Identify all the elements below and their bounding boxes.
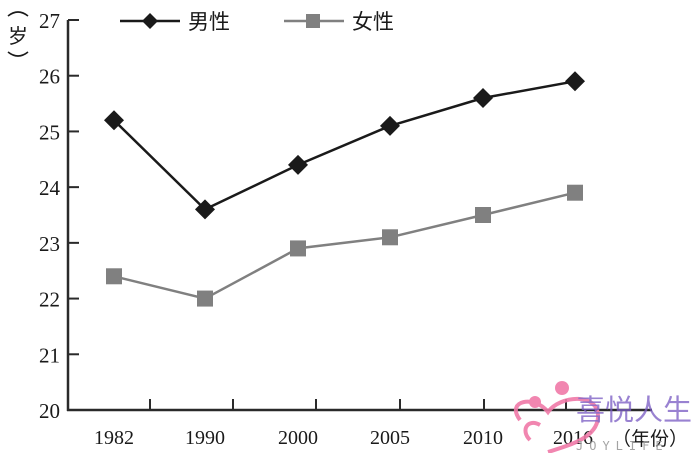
series-male: [104, 71, 585, 220]
legend-item-male: 男性: [120, 10, 230, 34]
y-ticks: 20 21 22 23 24 25 26 27: [39, 9, 79, 423]
series-female: [106, 184, 583, 307]
diamond-marker-icon: [142, 13, 158, 29]
y-tick-label: 27: [39, 9, 60, 33]
square-marker-icon: [475, 207, 491, 223]
square-marker-icon: [106, 268, 122, 285]
diamond-marker-icon: [565, 71, 585, 92]
square-marker-icon: [197, 290, 213, 307]
series-group: [104, 71, 585, 307]
x-ticks: 1982 1990 2000 2005 2010 2016: [94, 399, 593, 449]
y-tick-label: 23: [39, 232, 60, 256]
series-line: [113, 191, 576, 300]
legend-label-female: 女性: [352, 10, 394, 34]
y-tick-label: 20: [39, 399, 60, 423]
square-marker-icon: [382, 229, 398, 246]
y-tick-label: 24: [39, 176, 61, 200]
legend: 男性 女性: [120, 10, 394, 34]
legend-item-female: 女性: [284, 10, 394, 34]
diamond-marker-icon: [288, 154, 308, 175]
svg-text:岁: 岁: [8, 24, 28, 48]
y-tick-label: 22: [39, 288, 60, 312]
square-marker-icon: [567, 184, 583, 201]
y-tick-label: 26: [39, 65, 60, 89]
series-line: [113, 80, 576, 211]
y-axis-label: 岁: [7, 11, 29, 57]
x-tick-label: 1990: [185, 427, 225, 449]
diamond-marker-icon: [380, 115, 400, 136]
watermark-subtext: JOYLIFE: [576, 439, 669, 453]
diamond-marker-icon: [473, 88, 493, 108]
axes: [66, 20, 652, 412]
x-tick-label: 2005: [370, 427, 410, 449]
legend-label-male: 男性: [188, 10, 230, 34]
diamond-marker-icon: [195, 199, 215, 220]
x-tick-label: 2010: [463, 427, 503, 449]
watermark-text: 喜悦人生: [576, 393, 692, 427]
y-tick-label: 25: [39, 120, 60, 144]
x-tick-label: 1982: [94, 427, 134, 449]
x-tick-label: 2000: [278, 427, 318, 449]
diamond-marker-icon: [104, 110, 124, 131]
x-tick-label: 2016: [553, 427, 593, 449]
x-axis-unit-label: （年份）: [612, 428, 688, 450]
square-marker-icon: [306, 14, 320, 28]
y-tick-label: 21: [39, 343, 60, 367]
heart-logo-icon: [514, 381, 601, 453]
square-marker-icon: [290, 240, 306, 257]
watermark: 喜悦人生 JOYLIFE: [514, 381, 692, 453]
